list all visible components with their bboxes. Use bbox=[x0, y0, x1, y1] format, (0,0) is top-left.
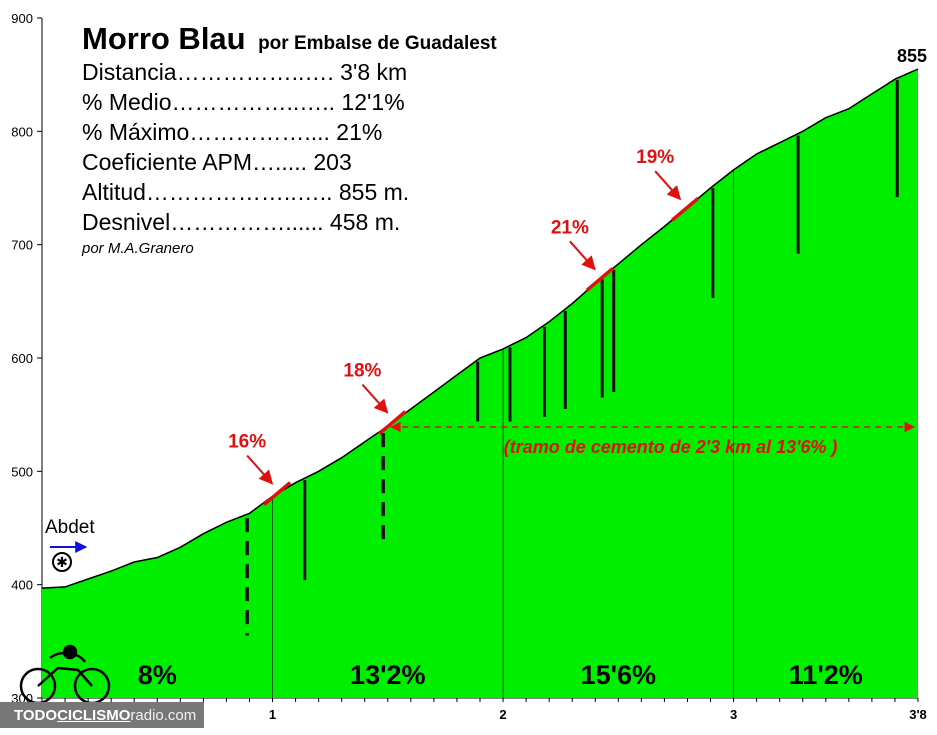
chart-title: Morro Blau por Embalse de Guadalest bbox=[82, 21, 497, 56]
x-tick-label: 2 bbox=[499, 707, 506, 722]
section-gradient-label: 8% bbox=[138, 660, 177, 690]
steep-arrow-icon bbox=[361, 383, 389, 414]
y-tick-label: 900 bbox=[11, 11, 33, 26]
steep-gradient-label: 21% bbox=[551, 217, 589, 238]
info-distance: Distancia……………..…. 3'8 km bbox=[82, 59, 407, 85]
y-tick-label: 400 bbox=[11, 578, 33, 593]
brand-logo: TODO CICLISMO radio.com bbox=[0, 702, 204, 728]
brand-part-ciclismo: CICLISMO bbox=[57, 706, 131, 724]
elevation-fill bbox=[42, 69, 918, 698]
steep-segment-mark bbox=[585, 267, 615, 292]
info-average-gradient: % Medio……………..….. 12'1% bbox=[82, 89, 405, 115]
x-tick-label: 3 bbox=[730, 707, 737, 722]
elevation-area bbox=[41, 68, 919, 698]
steep-segment-mark bbox=[263, 481, 292, 506]
y-tick-label: 700 bbox=[11, 238, 33, 253]
y-tick-label: 500 bbox=[11, 464, 33, 479]
summit-label: 855 bbox=[897, 46, 927, 66]
steep-segment-mark bbox=[671, 196, 700, 222]
cement-section-label: (tramo de cemento de 2'3 km al 13'6% ) bbox=[504, 437, 838, 457]
y-tick-label: 600 bbox=[11, 351, 33, 366]
info-panel: Morro Blau por Embalse de Guadalest Dist… bbox=[81, 21, 497, 257]
section-gradient-label: 15'6% bbox=[581, 660, 656, 690]
steep-gradient-label: 16% bbox=[228, 432, 266, 453]
section-gradient-label: 11'2% bbox=[789, 660, 863, 690]
info-max-gradient: % Máximo…………….... 21% bbox=[82, 119, 382, 145]
start-town-label: Abdet bbox=[45, 517, 95, 538]
village-icon bbox=[52, 552, 72, 572]
x-tick-label: 1 bbox=[269, 707, 276, 722]
marker-lines bbox=[245, 80, 899, 636]
info-altitude: Altitud………………..….. 855 m. bbox=[82, 179, 409, 205]
y-tick-label: 800 bbox=[11, 124, 33, 139]
info-author: por M.A.Granero bbox=[81, 240, 194, 257]
steep-arrow-icon bbox=[246, 454, 274, 485]
elevation-line bbox=[41, 68, 919, 589]
start-marker: Abdet ✱ bbox=[45, 517, 95, 572]
steep-arrow-icon bbox=[654, 170, 682, 201]
brand-part-radio: radio.com bbox=[130, 706, 197, 724]
chart-labels: 8% 13'2% 15'6% 11'2% 16% 18% 21% 19% (tramo de c… bbox=[138, 46, 927, 690]
section-gradient-label: 13'2% bbox=[350, 660, 425, 690]
brand-part-todo: TODO bbox=[14, 706, 58, 724]
x-tick-label: 3'8 bbox=[909, 707, 927, 722]
steep-gradient-label: 19% bbox=[636, 147, 674, 168]
info-apm-coefficient: Coeficiente APM…..... 203 bbox=[82, 149, 352, 175]
steep-arrow-icon bbox=[569, 240, 596, 271]
info-elevation-gain: Desnivel……………...... 458 m. bbox=[82, 209, 400, 235]
steep-gradient-label: 18% bbox=[343, 361, 381, 382]
village-icon-star: ✱ bbox=[56, 555, 68, 571]
